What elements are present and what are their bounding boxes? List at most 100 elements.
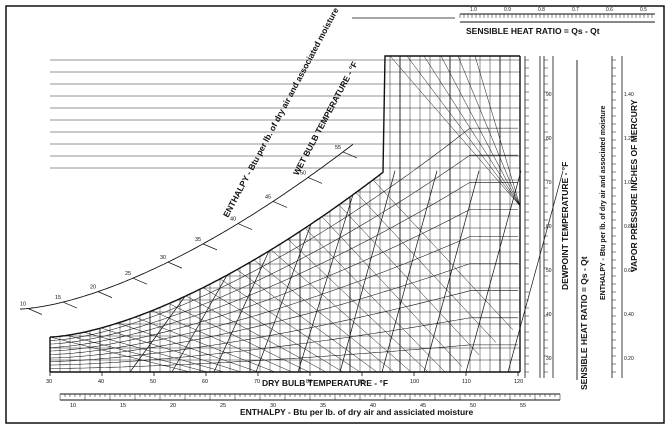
bottom-scale-label: 55	[520, 403, 526, 409]
diag-tick-label: 45	[265, 194, 271, 200]
bottom-scale-label: 45	[420, 403, 426, 409]
diag-tick	[167, 261, 183, 269]
shr-top-tick-label: 1.0	[470, 7, 477, 13]
wet-bulb-line	[168, 303, 310, 373]
volume-line	[213, 250, 270, 373]
dewpoint-label: DEWPOINT TEMPERATURE - °F	[560, 162, 570, 290]
bottom-scale-label: 10	[70, 403, 76, 409]
dewpoint-tick-label: 60	[546, 224, 552, 230]
volume-line	[423, 170, 480, 373]
vapor-pressure-tick-label: 0.20	[624, 356, 634, 362]
shr-top-tick-label: 0.5	[640, 7, 647, 13]
bottom-enthalpy-scale: 10 15 20 25 30 35 40 45 50 55	[59, 393, 561, 409]
bottom-scale-label: 20	[170, 403, 176, 409]
shr-top-label: SENSIBLE HEAT RATIO = Qs - Qt	[466, 26, 600, 36]
dewpoint-tick-label: 70	[546, 180, 552, 186]
dewpoint-tick-label: 80	[546, 136, 552, 142]
volume-line	[507, 170, 564, 373]
rh-curve	[49, 209, 518, 352]
dewpoint-tick-label: 30	[546, 356, 552, 362]
volume-line	[171, 274, 228, 373]
shr-top-tick-label: 0.6	[606, 7, 613, 13]
enthalpy-right-label: ENTHALPY - Btu per lb. of dry air and as…	[600, 106, 607, 300]
diag-tick-label: 15	[55, 295, 61, 301]
volume-line	[129, 296, 186, 373]
diag-tick-label: 50	[300, 170, 306, 176]
volume-line	[381, 170, 438, 373]
wet-bulb-line	[304, 227, 446, 373]
wet-bulb-line	[202, 287, 344, 373]
rh-curve	[49, 127, 518, 341]
wet-bulb-line	[406, 55, 521, 207]
bottom-scale-label: 35	[320, 403, 326, 409]
wet-bulb-line	[219, 278, 361, 373]
volume-line	[297, 194, 354, 373]
bottom-scale-label: 25	[220, 403, 226, 409]
diag-tick	[202, 243, 218, 251]
diag-tick	[342, 151, 358, 159]
rh-curve	[50, 317, 518, 366]
wet-bulb-line	[338, 204, 480, 355]
rh-curve	[49, 263, 518, 359]
wet-bulb-line	[253, 259, 395, 373]
diag-tick	[27, 308, 43, 315]
wet-bulb-line	[372, 179, 514, 331]
dry-bulb-tick-label: 60	[202, 379, 208, 385]
diag-tick-label: 10	[20, 301, 26, 307]
shr-top-tick-label: 0.9	[504, 7, 511, 13]
vapor-pressure-tick-label: 1.00	[624, 180, 634, 186]
dry-bulb-tick-label: 120	[514, 379, 523, 385]
wet-bulb-line	[83, 331, 225, 373]
diag-tick-label: 25	[125, 271, 131, 277]
dewpoint-tick-label: 90	[546, 92, 552, 98]
wet-bulb-line	[474, 55, 521, 207]
volume-line	[339, 170, 396, 373]
bottom-scale-label: 30	[270, 403, 276, 409]
saturation-curve	[49, 55, 520, 338]
vapor-pressure-tick-label: 1.20	[624, 136, 634, 142]
diag-tick-label: 30	[160, 255, 166, 261]
bottom-scale-label: 40	[370, 403, 376, 409]
diag-tick	[62, 301, 78, 309]
diag-tick	[97, 291, 113, 298]
wet-bulb-line	[49, 336, 191, 373]
volume-line	[255, 223, 312, 373]
shr-top-tick-label: 0.7	[572, 7, 579, 13]
wet-bulb-line	[389, 55, 521, 207]
vapor-pressure-tick-label: 1.40	[624, 92, 634, 98]
wet-bulb-line	[151, 310, 293, 373]
diag-tick-label: 55	[335, 145, 341, 151]
chart-grid	[49, 55, 564, 373]
dry-bulb-axis: 30 40 50 60 70 80 90 100 110 120	[46, 372, 523, 385]
wet-bulb-line	[423, 55, 521, 207]
dewpoint-tick-label: 40	[546, 312, 552, 318]
shr-top-tick-label: 0.8	[538, 7, 545, 13]
diag-tick-label: 20	[90, 285, 96, 291]
dry-bulb-tick-label: 50	[150, 379, 156, 385]
enthalpy-bottom-label: ENTHALPY - Btu per lb. of dry air and as…	[240, 407, 473, 417]
diag-tick	[307, 177, 323, 184]
vapor-pressure-tick-label: 0.80	[624, 224, 634, 230]
diag-tick-label: 40	[230, 217, 236, 223]
shr-right-label: SENSIBLE HEAT RATIO = Qs - Qt	[579, 256, 589, 390]
rh-curve	[49, 182, 518, 348]
wet-bulb-line	[185, 295, 327, 373]
diag-tick	[272, 201, 288, 208]
volume-line	[465, 170, 522, 373]
diag-scale-line	[19, 143, 354, 310]
dry-bulb-label: DRY BULB TEMPERATURE - °F	[262, 378, 388, 388]
vapor-pressure-label: VAPOR PRESSURE INCHES OF MERCURY	[629, 99, 639, 272]
diagonal-enthalpy-scale: 10 15 20 25 30 35 40 45 50 55	[19, 17, 455, 315]
dry-bulb-tick-label: 30	[46, 379, 52, 385]
diag-tick-label: 35	[195, 237, 201, 243]
wet-bulb-line	[117, 322, 259, 373]
bottom-scale-label: 50	[470, 403, 476, 409]
dry-bulb-tick-label: 40	[98, 379, 104, 385]
rh-curve	[49, 236, 518, 355]
rh-curve	[49, 154, 518, 345]
dry-bulb-tick-label: 110	[462, 379, 471, 385]
dry-bulb-tick-label: 80	[306, 379, 312, 385]
wet-bulb-line	[66, 335, 208, 373]
wet-bulb-line	[457, 55, 521, 207]
